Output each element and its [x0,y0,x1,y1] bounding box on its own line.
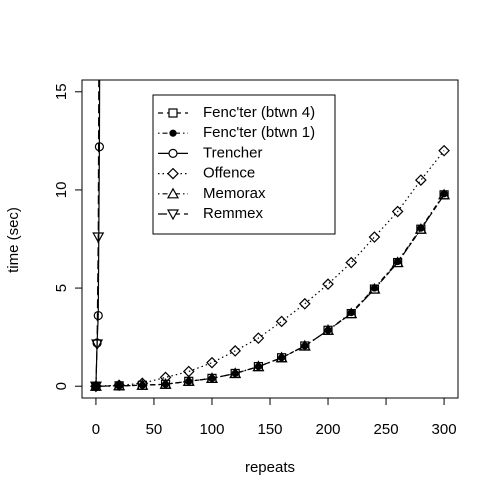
marker [322,278,334,290]
x-tick-label: 150 [257,421,282,438]
marker [166,209,180,221]
marker [169,129,177,137]
legend-label: Offence [203,165,255,182]
marker [275,315,288,328]
marker [415,174,427,186]
marker [438,144,450,157]
x-axis-label: repeats [245,459,295,476]
marker [182,365,195,378]
marker [391,256,404,268]
marker [93,310,103,321]
y-axis-label: time (sec) [5,207,22,273]
marker [438,188,451,200]
x-tick-label: 0 [92,421,100,438]
legend-label: Memorax [203,185,266,202]
marker [92,232,105,244]
marker [167,167,179,180]
series-line [95,194,445,387]
legend-label: Fenc'ter (btwn 4) [203,104,315,121]
y-tick-label: 10 [53,182,70,199]
marker [368,282,381,294]
marker [414,222,427,234]
marker [368,231,381,243]
marker [252,332,265,344]
x-tick-label: 100 [199,421,224,438]
x-tick-label: 50 [146,421,163,438]
marker [229,345,242,357]
marker [345,307,358,319]
marker [159,378,172,389]
marker [391,205,404,218]
marker [229,367,242,379]
marker [275,351,288,363]
series-line [95,150,445,387]
series-line [95,80,100,387]
series-line [95,80,101,387]
x-tick-label: 300 [432,421,457,438]
marker [182,375,195,386]
legend-label: Trencher [203,144,262,161]
x-tick-label: 250 [374,421,399,438]
marker [168,148,178,158]
marker [252,360,265,372]
legend-label: Fenc'ter (btwn 1) [203,124,315,141]
x-tick-label: 200 [316,421,341,438]
marker [136,377,149,390]
marker [166,187,180,199]
marker [136,379,149,390]
marker [298,339,311,351]
plot-area [89,80,451,393]
marker [322,324,335,335]
legend-label: Remmex [203,205,264,222]
marker [345,256,358,269]
marker [206,356,218,369]
legend-box [152,94,336,235]
y-tick-label: 15 [53,83,70,100]
y-tick-label: 5 [53,284,70,292]
marker [113,379,126,391]
marker [168,108,178,118]
marker [298,297,311,310]
y-tick-label: 0 [53,382,70,390]
marker [94,142,105,152]
marker [89,381,102,393]
marker [205,372,218,383]
marker [159,371,172,384]
marker [91,339,104,351]
